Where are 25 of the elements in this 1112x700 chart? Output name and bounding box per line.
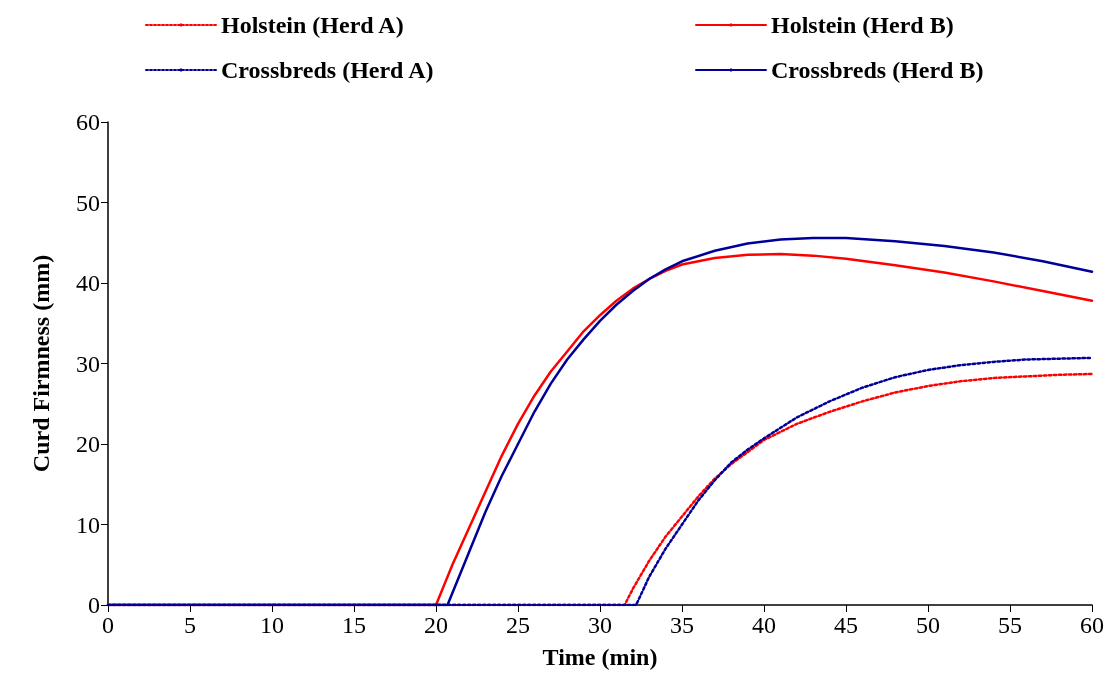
legend-label: Holstein (Herd B) <box>771 12 954 38</box>
x-tick-label: 40 <box>752 612 776 638</box>
y-tick-label: 50 <box>76 189 100 216</box>
legend-label: Holstein (Herd A) <box>221 12 404 38</box>
y-tick-label: 0 <box>88 592 100 618</box>
legend-label: Crossbreds (Herd B) <box>771 57 984 83</box>
x-tick-label: 30 <box>588 612 612 638</box>
y-axis-title: Curd Firmness (mm) <box>28 254 54 473</box>
x-axis-title: Time (min) <box>542 644 658 670</box>
legend-label: Crossbreds (Herd A) <box>221 57 434 83</box>
x-tick-label: 10 <box>260 612 284 638</box>
y-tick-label: 60 <box>76 109 100 135</box>
x-tick-label: 35 <box>670 612 694 638</box>
y-tick-label: 40 <box>76 270 100 296</box>
x-tick-label: 50 <box>916 612 940 638</box>
y-tick-label: 10 <box>76 511 100 538</box>
x-tick-label: 5 <box>184 612 196 638</box>
x-tick-label: 15 <box>342 612 366 638</box>
x-tick-label: 45 <box>834 612 858 638</box>
x-tick-label: 25 <box>506 612 530 638</box>
x-tick-label: 20 <box>424 612 448 638</box>
x-tick-label: 60 <box>1080 612 1104 638</box>
x-tick-label: 55 <box>998 612 1022 638</box>
y-tick-label: 30 <box>76 350 100 377</box>
y-tick-label: 20 <box>76 431 100 457</box>
